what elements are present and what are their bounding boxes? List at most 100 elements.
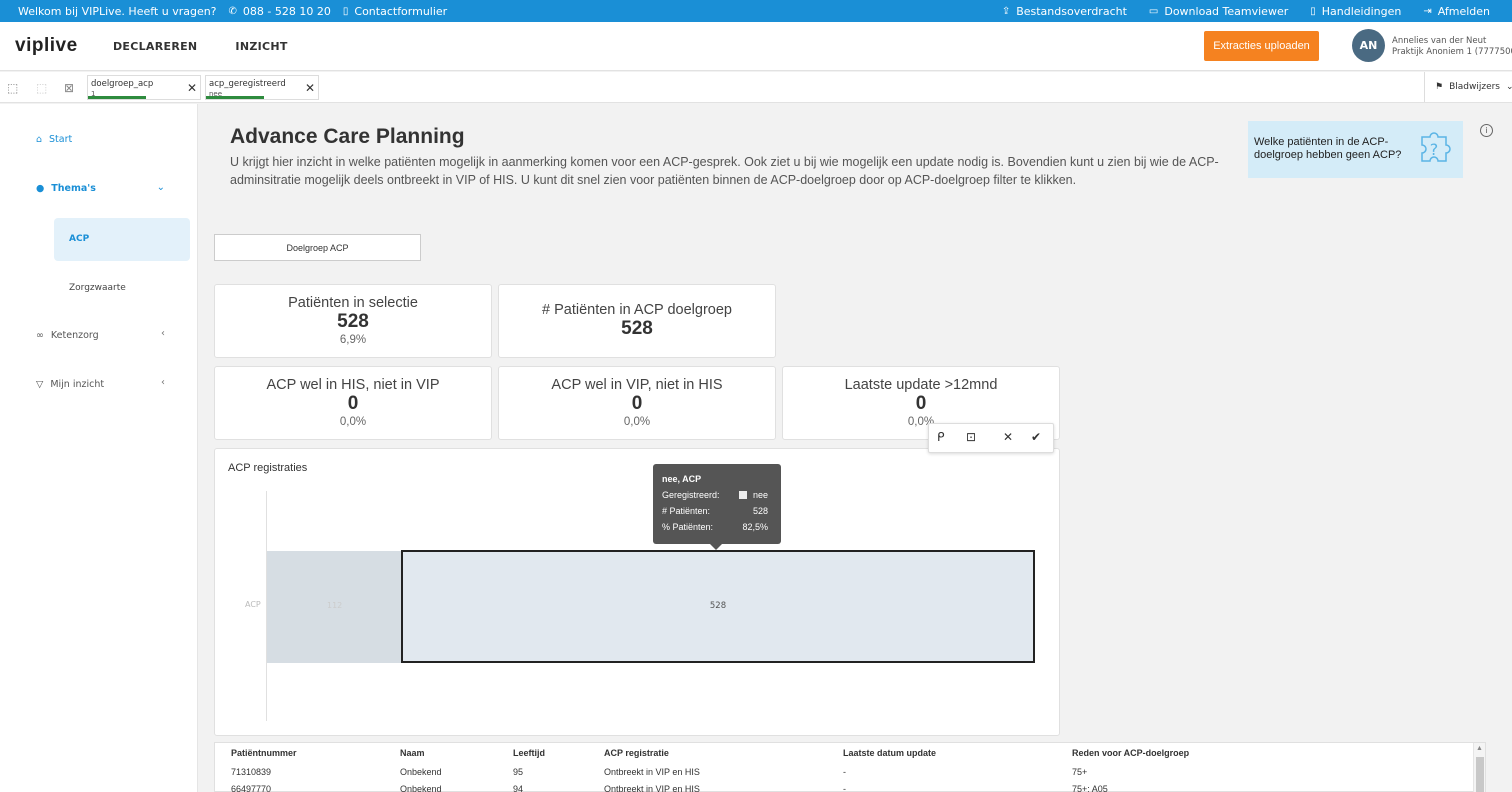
- help-text: Welke patiënten in de ACP-doelgroep hebb…: [1254, 136, 1402, 161]
- kpi-label: Laatste update >12mnd: [844, 377, 998, 393]
- help-box[interactable]: Welke patiënten in de ACP-doelgroep hebb…: [1248, 121, 1463, 178]
- lasso-icon[interactable]: ᑭ: [937, 430, 945, 444]
- scrollbar-thumb[interactable]: [1476, 757, 1484, 792]
- teamviewer-link[interactable]: ▭ Download Teamviewer: [1148, 4, 1289, 18]
- info-icon[interactable]: i: [1480, 124, 1493, 137]
- confirm-selection-icon[interactable]: ✔: [1031, 430, 1042, 444]
- table-cell[interactable]: -: [843, 784, 846, 792]
- kpi-percentage: 0,0%: [339, 416, 367, 428]
- sidebar-item-zorgzwaarte[interactable]: Zorgzwaarte: [69, 283, 126, 293]
- bulb-icon: ●: [36, 183, 45, 194]
- filter-icon: ▽: [36, 379, 44, 390]
- kpi-value: 528: [337, 311, 369, 332]
- acp-registrations-chart[interactable]: ACP registraties ACP 112 528: [214, 448, 1060, 736]
- table-header[interactable]: Patiëntnummer: [231, 748, 297, 758]
- chart-bar-ja[interactable]: 112: [267, 551, 402, 663]
- kpi-value: 0: [631, 393, 643, 414]
- filter-doelgroep-acp-button[interactable]: Doelgroep ACP: [214, 234, 421, 261]
- selection-toolbar: ᑭ ⊡ ✕ ✔: [928, 423, 1054, 453]
- manuals-link[interactable]: ▯ Handleidingen: [1310, 4, 1402, 18]
- selection-chip-geregistreerd[interactable]: acp_geregistreerd nee ✕: [205, 75, 319, 100]
- kpi-value: 0: [915, 393, 927, 414]
- transfer-link[interactable]: ⇪ Bestandsoverdracht: [1001, 4, 1127, 18]
- bar-data-label: 112: [327, 601, 343, 610]
- table-cell[interactable]: Onbekend: [400, 767, 442, 777]
- avatar[interactable]: AN: [1352, 29, 1385, 62]
- clear-selections-icon[interactable]: ⊠: [64, 81, 75, 95]
- svg-text:?: ?: [1430, 140, 1439, 159]
- close-icon[interactable]: ✕: [304, 81, 315, 95]
- nav-inzicht[interactable]: INZICHT: [235, 40, 288, 53]
- contact-link[interactable]: ▯ Contactformulier: [342, 4, 448, 18]
- welcome-text: Welkom bij VIPLive. Heeft u vragen?: [18, 4, 217, 18]
- table-cell[interactable]: Ontbreekt in VIP en HIS: [604, 784, 700, 792]
- table-header[interactable]: Reden voor ACP-doelgroep: [1072, 748, 1190, 758]
- patients-table[interactable]: Patiëntnummer Naam Leeftijd ACP registra…: [214, 742, 1486, 792]
- chevron-left-icon[interactable]: ‹: [161, 377, 165, 388]
- chevron-down-icon[interactable]: ⌄: [156, 182, 165, 193]
- tooltip-value: 82,5%: [742, 522, 768, 532]
- table-scrollbar[interactable]: ▲: [1473, 743, 1485, 792]
- table-cell[interactable]: -: [843, 767, 846, 777]
- tooltip-label: % Patiënten:: [662, 522, 714, 532]
- table-header[interactable]: Naam: [400, 748, 425, 758]
- table-cell[interactable]: 75+; A05: [1072, 784, 1108, 792]
- scroll-up-icon[interactable]: ▲: [1476, 745, 1483, 752]
- step-back-icon[interactable]: ⬚: [36, 81, 48, 95]
- table-header[interactable]: ACP registratie: [604, 748, 669, 758]
- page-title: Advance Care Planning: [230, 125, 465, 148]
- upload-extracts-button[interactable]: Extracties uploaden: [1204, 31, 1319, 61]
- table-cell[interactable]: 95: [513, 767, 524, 777]
- table-header[interactable]: Laatste datum update: [843, 748, 937, 758]
- kpi-percentage: 0,0%: [623, 416, 651, 428]
- bar-data-label: 528: [709, 601, 727, 611]
- selection-state-bar: [88, 96, 146, 99]
- kpi-percentage: 0,0%: [907, 416, 935, 428]
- table-cell[interactable]: 71310839: [231, 767, 272, 777]
- selection-chip-doelgroep[interactable]: doelgroep_acp 1 ✕: [87, 75, 201, 100]
- phone-link[interactable]: ✆ 088 - 528 10 20: [228, 4, 331, 18]
- kpi-card-selection[interactable]: Patiënten in selectie 528 6,9%: [214, 284, 492, 358]
- puzzle-question-icon: ?: [1421, 132, 1451, 162]
- kpi-card-his-not-vip[interactable]: ACP wel in HIS, niet in VIP 0 0,0%: [214, 366, 492, 440]
- bookmarks-button[interactable]: ⚑ Bladwijzers ⌄: [1424, 72, 1512, 102]
- chart-category-label: ACP: [245, 600, 261, 609]
- user-practice: Praktijk Anoniem 1 (77775001): [1392, 47, 1512, 57]
- link-icon: ∞: [36, 330, 44, 341]
- nav-declareren[interactable]: DECLAREREN: [113, 40, 198, 53]
- logo[interactable]: viplive: [15, 35, 78, 56]
- close-icon[interactable]: ✕: [186, 81, 197, 95]
- home-icon: ⌂: [36, 134, 43, 145]
- cancel-selection-icon[interactable]: ✕: [1003, 430, 1014, 444]
- kpi-label: ACP wel in HIS, niet in VIP: [266, 377, 440, 393]
- upload-icon: ⇪: [1001, 5, 1011, 17]
- select-area-icon[interactable]: ⊡: [966, 430, 977, 444]
- kpi-label: # Patiënten in ACP doelgroep: [542, 302, 732, 318]
- table-cell[interactable]: 66497770: [231, 784, 272, 792]
- document-icon: ▯: [342, 5, 349, 17]
- sidebar-item-ketenzorg[interactable]: ∞ Ketenzorg: [36, 330, 99, 341]
- smart-search-icon[interactable]: ⬚: [7, 81, 19, 95]
- sidebar-item-themes[interactable]: ● Thema's: [36, 183, 96, 194]
- document-icon: ▯: [1310, 5, 1316, 17]
- main-nav: DECLAREREN INZICHT: [113, 40, 288, 53]
- sidebar-item-acp-bg[interactable]: [54, 218, 190, 261]
- sidebar-item-start[interactable]: ⌂ Start: [36, 134, 73, 145]
- table-header[interactable]: Leeftijd: [513, 748, 546, 758]
- user-info[interactable]: Annelies van der Neut Praktijk Anoniem 1…: [1392, 36, 1512, 58]
- table-cell[interactable]: Ontbreekt in VIP en HIS: [604, 767, 700, 777]
- kpi-card-doelgroep[interactable]: # Patiënten in ACP doelgroep 528: [498, 284, 776, 358]
- tooltip-title: nee, ACP: [662, 474, 702, 484]
- logout-link[interactable]: ⇥ Afmelden: [1423, 4, 1490, 18]
- table-cell[interactable]: Onbekend: [400, 784, 442, 792]
- sidebar-item-mijn-inzicht[interactable]: ▽ Mijn inzicht: [36, 379, 105, 390]
- kpi-percentage: 6,9%: [339, 334, 367, 346]
- table-cell[interactable]: 94: [513, 784, 524, 792]
- kpi-card-vip-not-his[interactable]: ACP wel in VIP, niet in HIS 0 0,0%: [498, 366, 776, 440]
- chart-bar-nee[interactable]: 528: [401, 550, 1035, 663]
- kpi-label: Patiënten in selectie: [288, 295, 418, 311]
- chevron-left-icon[interactable]: ‹: [161, 328, 165, 339]
- table-cell[interactable]: 75+: [1072, 767, 1088, 777]
- sidebar-item-acp[interactable]: ACP: [69, 234, 90, 244]
- selection-state-bar: [206, 96, 264, 99]
